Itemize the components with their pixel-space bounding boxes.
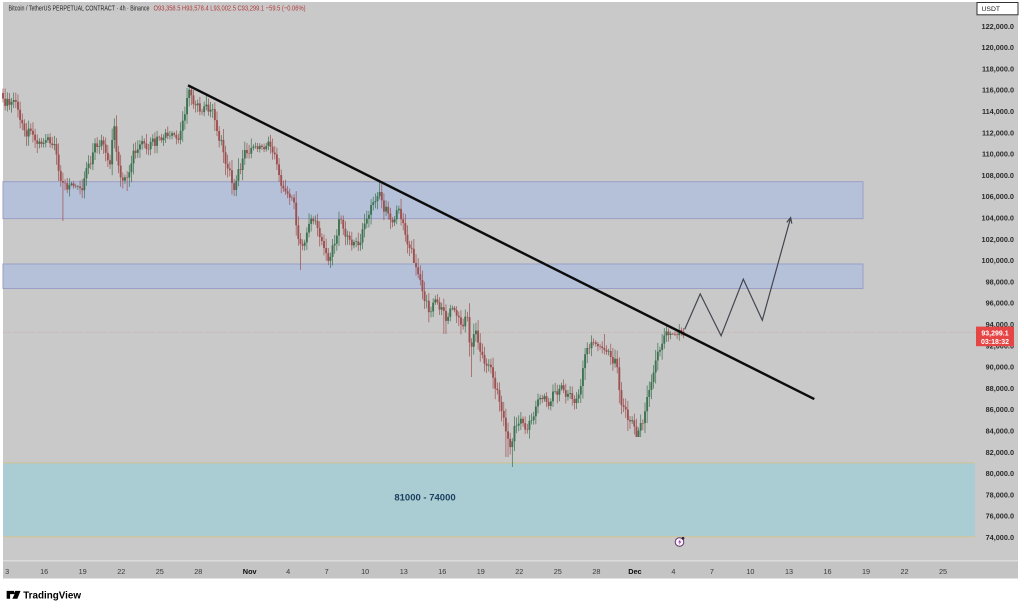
- svg-text:88,000.0: 88,000.0: [986, 384, 1014, 393]
- svg-text:84,000.0: 84,000.0: [986, 427, 1014, 436]
- svg-text:104,000.0: 104,000.0: [982, 214, 1014, 223]
- svg-text:03:18:32: 03:18:32: [981, 339, 1009, 346]
- svg-text:94,000.0: 94,000.0: [986, 320, 1014, 329]
- svg-text:86,000.0: 86,000.0: [986, 405, 1014, 414]
- svg-text:106,000.0: 106,000.0: [982, 192, 1014, 201]
- svg-text:19: 19: [477, 567, 485, 576]
- svg-text:122,000.0: 122,000.0: [982, 22, 1014, 31]
- svg-text:120,000.0: 120,000.0: [982, 43, 1014, 52]
- svg-text:4: 4: [286, 567, 290, 576]
- svg-text:90,000.0: 90,000.0: [986, 363, 1014, 372]
- svg-text:O93,358.5 H93,578.4 L93,002.5: O93,358.5 H93,578.4 L93,002.5 C93,299.1 …: [154, 3, 306, 12]
- svg-text:16: 16: [40, 567, 48, 576]
- svg-text:110,000.0: 110,000.0: [982, 150, 1014, 159]
- svg-text:25: 25: [939, 567, 947, 576]
- svg-text:118,000.0: 118,000.0: [982, 64, 1014, 73]
- svg-text:28: 28: [194, 567, 202, 576]
- svg-text:82,000.0: 82,000.0: [986, 448, 1014, 457]
- svg-text:7: 7: [710, 567, 714, 576]
- svg-text:25: 25: [156, 567, 164, 576]
- svg-text:TradingView: TradingView: [23, 589, 82, 601]
- svg-text:80,000.0: 80,000.0: [986, 469, 1014, 478]
- svg-text:114,000.0: 114,000.0: [982, 107, 1014, 116]
- svg-text:19: 19: [862, 567, 870, 576]
- svg-text:116,000.0: 116,000.0: [982, 86, 1014, 95]
- svg-text:10: 10: [361, 567, 369, 576]
- svg-text:22: 22: [117, 567, 125, 576]
- svg-text:93,299.1: 93,299.1: [981, 331, 1008, 338]
- svg-text:78,000.0: 78,000.0: [986, 490, 1014, 499]
- svg-text:4: 4: [671, 567, 675, 576]
- svg-text:16: 16: [823, 567, 831, 576]
- svg-text:100,000.0: 100,000.0: [982, 256, 1014, 265]
- svg-text:98,000.0: 98,000.0: [986, 277, 1014, 286]
- svg-text:USDT: USDT: [982, 6, 1001, 13]
- svg-text:19: 19: [79, 567, 87, 576]
- svg-text:108,000.0: 108,000.0: [982, 171, 1014, 180]
- svg-text:3: 3: [5, 567, 9, 576]
- svg-text:22: 22: [900, 567, 908, 576]
- svg-text:Bitcoin / TetherUS PERPETUAL C: Bitcoin / TetherUS PERPETUAL CONTRACT · …: [9, 3, 150, 12]
- svg-text:28: 28: [592, 567, 600, 576]
- svg-text:74,000.0: 74,000.0: [986, 533, 1014, 542]
- svg-text:81000 - 74000: 81000 - 74000: [394, 493, 455, 504]
- svg-text:22: 22: [515, 567, 523, 576]
- svg-text:16: 16: [438, 567, 446, 576]
- svg-text:96,000.0: 96,000.0: [986, 299, 1014, 308]
- svg-text:Nov: Nov: [243, 567, 258, 576]
- svg-text:76,000.0: 76,000.0: [986, 512, 1014, 521]
- svg-text:Dec: Dec: [628, 567, 641, 576]
- svg-text:7: 7: [325, 567, 329, 576]
- svg-text:102,000.0: 102,000.0: [982, 235, 1014, 244]
- svg-text:13: 13: [400, 567, 408, 576]
- svg-text:112,000.0: 112,000.0: [982, 128, 1014, 137]
- svg-text:25: 25: [554, 567, 562, 576]
- svg-text:13: 13: [785, 567, 793, 576]
- svg-text:10: 10: [746, 567, 754, 576]
